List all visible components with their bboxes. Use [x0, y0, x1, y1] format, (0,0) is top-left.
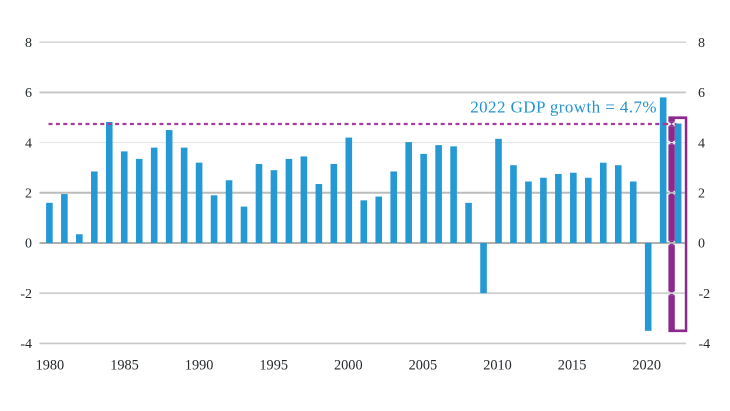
- svg-text:4: 4: [25, 136, 32, 151]
- svg-text:-4: -4: [699, 337, 711, 352]
- svg-text:2005: 2005: [409, 358, 438, 374]
- svg-text:2022 GDP growth = 4.7%: 2022 GDP growth = 4.7%: [470, 97, 657, 116]
- svg-text:4: 4: [698, 136, 705, 151]
- svg-text:-2: -2: [699, 287, 711, 302]
- svg-text:0: 0: [698, 237, 705, 252]
- svg-text:2010: 2010: [483, 358, 512, 374]
- svg-text:8: 8: [698, 36, 705, 51]
- svg-text:2000: 2000: [334, 358, 363, 374]
- svg-text:1980: 1980: [36, 358, 65, 374]
- svg-text:2020: 2020: [632, 358, 661, 374]
- svg-text:1990: 1990: [185, 358, 214, 374]
- svg-text:-4: -4: [20, 337, 32, 352]
- svg-text:2: 2: [698, 187, 705, 202]
- svg-text:6: 6: [25, 86, 32, 101]
- svg-text:6: 6: [698, 86, 705, 101]
- svg-text:1995: 1995: [259, 358, 288, 374]
- svg-text:-2: -2: [20, 287, 32, 302]
- svg-text:8: 8: [25, 36, 32, 51]
- svg-text:2: 2: [25, 187, 32, 202]
- svg-text:0: 0: [25, 237, 32, 252]
- svg-text:2015: 2015: [558, 358, 587, 374]
- svg-text:1985: 1985: [110, 358, 139, 374]
